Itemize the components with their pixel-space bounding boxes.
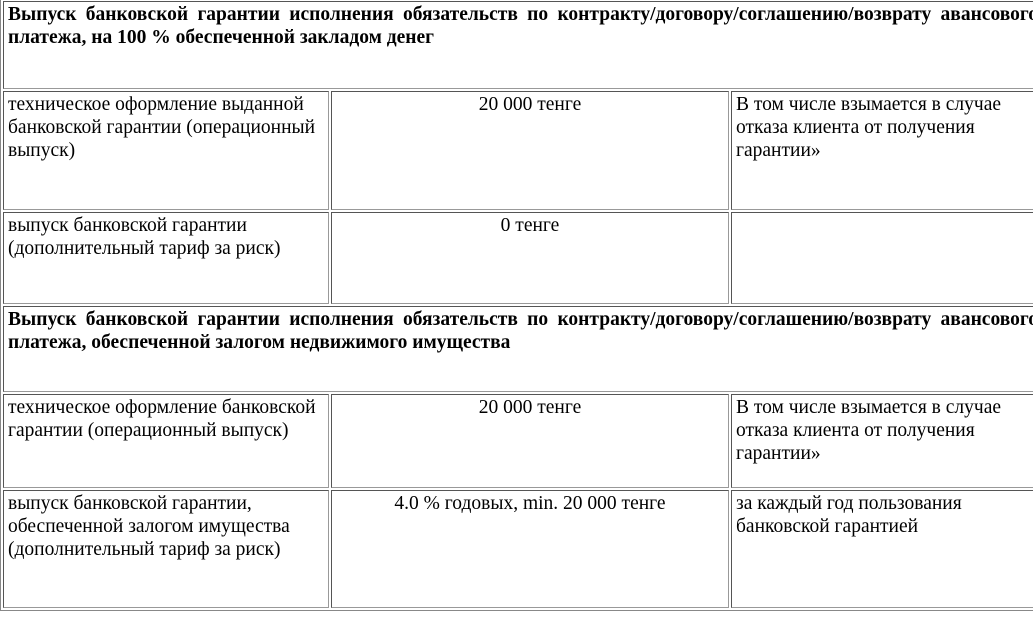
note-cell: В том числе взымается в случае отказа кл…	[731, 91, 1033, 210]
service-cell: техническое оформление выданной банковск…	[3, 91, 329, 210]
tariff-cell: 4.0 % годовых, min. 20 000 тенге	[331, 490, 729, 608]
section-title: Выпуск банковской гарантии исполнения об…	[3, 1, 1033, 89]
tariff-cell: 0 тенге	[331, 212, 729, 304]
service-cell: выпуск банковской гарантии, обеспеченной…	[3, 490, 329, 608]
tariff-cell: 20 000 тенге	[331, 91, 729, 210]
section-header-row: Выпуск банковской гарантии исполнения об…	[3, 1, 1033, 89]
table-row: техническое оформление выданной банковск…	[3, 91, 1033, 210]
table-row: выпуск банковской гарантии (дополнительн…	[3, 212, 1033, 304]
tariff-cell: 20 000 тенге	[331, 394, 729, 488]
section-title: Выпуск банковской гарантии исполнения об…	[3, 306, 1033, 392]
note-cell	[731, 212, 1033, 304]
note-cell: В том числе взымается в случае отказа кл…	[731, 394, 1033, 488]
table-row: выпуск банковской гарантии, обеспеченной…	[3, 490, 1033, 608]
section-header-row: Выпуск банковской гарантии исполнения об…	[3, 306, 1033, 392]
service-cell: выпуск банковской гарантии (дополнительн…	[3, 212, 329, 304]
note-cell: за каждый год пользования банковской гар…	[731, 490, 1033, 608]
service-cell: техническое оформление банковской гарант…	[3, 394, 329, 488]
table-row: техническое оформление банковской гарант…	[3, 394, 1033, 488]
